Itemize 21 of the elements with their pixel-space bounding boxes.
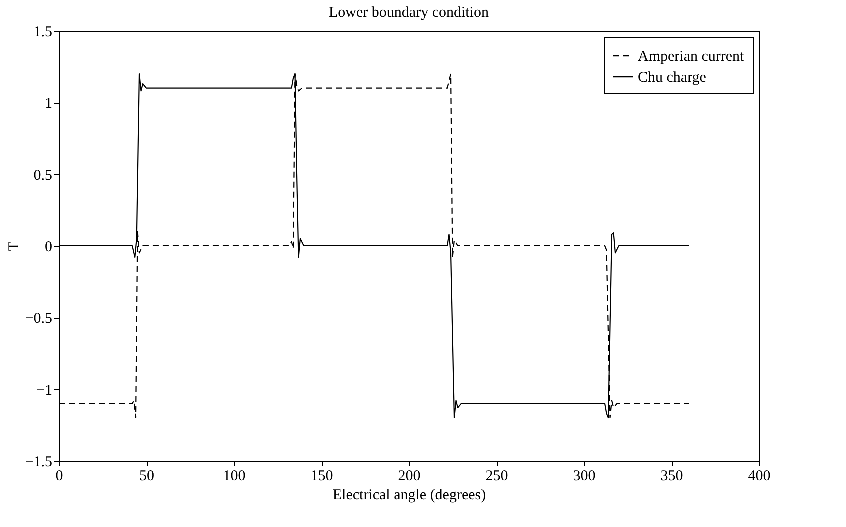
x-tick-label: 100 xyxy=(223,468,246,484)
y-tick-label: 1.5 xyxy=(34,24,52,40)
y-tick-label: −1.5 xyxy=(25,454,52,470)
y-tick-label: 0 xyxy=(45,240,52,256)
y-tick-label: 0.5 xyxy=(34,168,52,184)
x-tick-label: 250 xyxy=(486,468,508,484)
x-axis-title: Electrical angle (degrees) xyxy=(332,488,486,504)
y-tick-label: −0.5 xyxy=(25,311,52,328)
x-tick-label: 300 xyxy=(573,468,596,484)
x-tick-label: 0 xyxy=(56,468,64,484)
x-tick-label: 200 xyxy=(398,468,421,484)
x-tick-label: 150 xyxy=(310,468,334,484)
x-tick-label: 350 xyxy=(660,468,684,484)
y-tick-label: −1 xyxy=(36,382,52,399)
y-tick-label: 1 xyxy=(45,96,52,112)
chart-title: Lower boundary condition xyxy=(329,5,490,21)
x-tick-label: 400 xyxy=(748,468,771,484)
x-tick-label: 50 xyxy=(140,468,154,484)
legend-label: Amperian current xyxy=(638,49,746,65)
legend-label: Chu charge xyxy=(638,70,707,86)
y-axis-title: T xyxy=(6,242,22,252)
